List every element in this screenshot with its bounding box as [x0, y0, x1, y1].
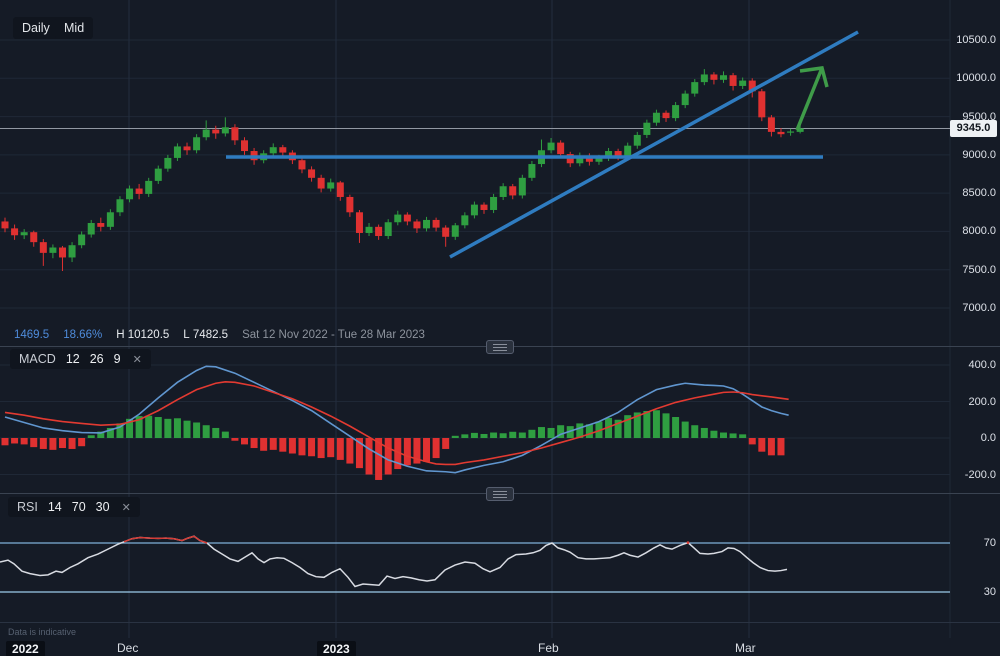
- data-indicative-note: Data is indicative: [8, 627, 77, 637]
- macd-close-icon[interactable]: ✕: [132, 353, 142, 366]
- rsi-line: [0, 535, 788, 588]
- stats-bar: 1469.5 18.66% H 10120.5 L 7482.5 Sat 12 …: [14, 329, 425, 341]
- axis-tick-label: 9500.0: [962, 110, 996, 123]
- up-arrow-head: [799, 66, 829, 88]
- panel-separators: [0, 346, 1000, 623]
- macd-param-signal: 9: [113, 352, 121, 366]
- panel-resize-handle-macd[interactable]: [486, 340, 514, 354]
- macd-label: MACD: [19, 352, 56, 366]
- macd-indicator-legend[interactable]: MACD 12 26 9 ✕: [10, 349, 151, 369]
- time-axis-label-feb: Feb: [538, 641, 559, 655]
- macd-histogram: [1, 410, 785, 480]
- axis-tick-label: 7000.0: [962, 302, 996, 314]
- change-percent: 18.66%: [63, 329, 103, 341]
- axis-tick-label: 10000.0: [956, 72, 996, 85]
- period-high: H 10120.5: [116, 329, 170, 341]
- price-panel: [0, 69, 950, 272]
- rsi-param-oversold: 30: [95, 500, 110, 514]
- macd-panel: [1, 365, 789, 480]
- period-low: L 7482.5: [183, 329, 229, 341]
- time-axis-label-2022: 2022: [6, 641, 45, 656]
- rsi-label: RSI: [17, 500, 38, 514]
- axis-tick-label: 0.0: [980, 432, 996, 444]
- macd-param-fast: 12: [65, 352, 80, 366]
- rsi-indicator-legend[interactable]: RSI 14 70 30 ✕: [8, 497, 140, 517]
- macd-param-slow: 26: [89, 352, 104, 366]
- rsi-close-icon[interactable]: ✕: [121, 501, 131, 514]
- axis-tick-label: 400.0: [968, 359, 996, 371]
- axis-tick-label: 200.0: [968, 395, 996, 408]
- axis-tick-label: 10500.0: [956, 34, 996, 46]
- axis-tick-label: 8500.0: [962, 187, 996, 200]
- rsi-panel: [0, 535, 950, 593]
- current-price-tag: 9345.0: [950, 120, 997, 137]
- grid-lines: [0, 0, 951, 638]
- axis-tick-label: 9000.0: [962, 148, 996, 161]
- axis-tick-label: 30: [983, 586, 996, 598]
- rsi-param-length: 14: [47, 500, 62, 514]
- candles: [1, 69, 804, 272]
- up-arrow-drawing[interactable]: [795, 67, 824, 131]
- axis-tick-label: 8000.0: [962, 225, 996, 238]
- axis-tick-label: 70: [983, 537, 996, 549]
- rsi-param-overbought: 70: [71, 500, 86, 514]
- time-axis-label-dec: Dec: [117, 641, 139, 655]
- panel-resize-handle-rsi[interactable]: [486, 487, 514, 501]
- macd-line: [4, 365, 789, 474]
- time-axis-label-2023: 2023: [317, 641, 356, 656]
- user-drawings[interactable]: [226, 30, 859, 259]
- date-range: Sat 12 Nov 2022 - Tue 28 Mar 2023: [242, 329, 425, 341]
- axis-tick-label: 7500.0: [962, 263, 996, 276]
- ascending-trend-line[interactable]: [449, 30, 859, 259]
- interval-daily-button[interactable]: Daily: [13, 17, 59, 39]
- axis-tick-label: -200.0: [964, 468, 996, 481]
- time-axis-label-mar: Mar: [735, 641, 756, 655]
- price-type-mid-button[interactable]: Mid: [55, 17, 94, 39]
- macd-signal-line: [4, 380, 789, 466]
- change-value: 1469.5: [14, 329, 50, 341]
